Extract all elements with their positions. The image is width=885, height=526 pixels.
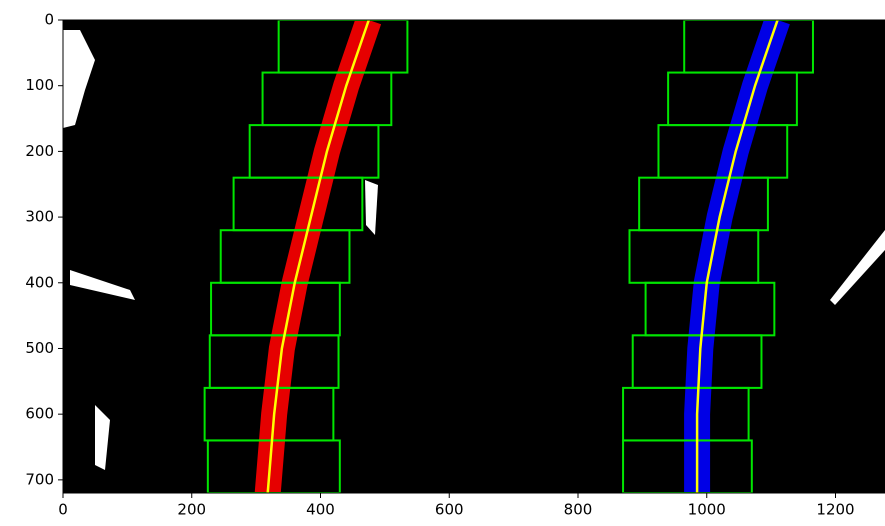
x-tick-label: 800: [564, 501, 593, 519]
page: {"chart_data": { "type": "image", "xlim"…: [0, 0, 885, 522]
x-tick-label: 1000: [688, 501, 726, 519]
chart: 0 200 400 600 800 1000 1200 0 100 200 300 400 500 600…: [0, 0, 885, 522]
y-tick-label: 700: [25, 470, 54, 488]
y-tick-label: 600: [25, 405, 54, 423]
y-tick-label: 400: [25, 273, 54, 291]
y-tick-label: 500: [25, 339, 54, 357]
y-tick-label: 300: [25, 208, 54, 226]
x-tick-label: 1200: [816, 501, 854, 519]
x-tick-label: 400: [306, 501, 335, 519]
y-tick-label: 200: [25, 142, 54, 160]
y-tick-label: 0: [44, 11, 54, 29]
x-tick-label: 0: [58, 501, 68, 519]
x-tick-label: 200: [177, 501, 206, 519]
y-tick-label: 100: [25, 76, 54, 94]
x-tick-label: 600: [435, 501, 464, 519]
